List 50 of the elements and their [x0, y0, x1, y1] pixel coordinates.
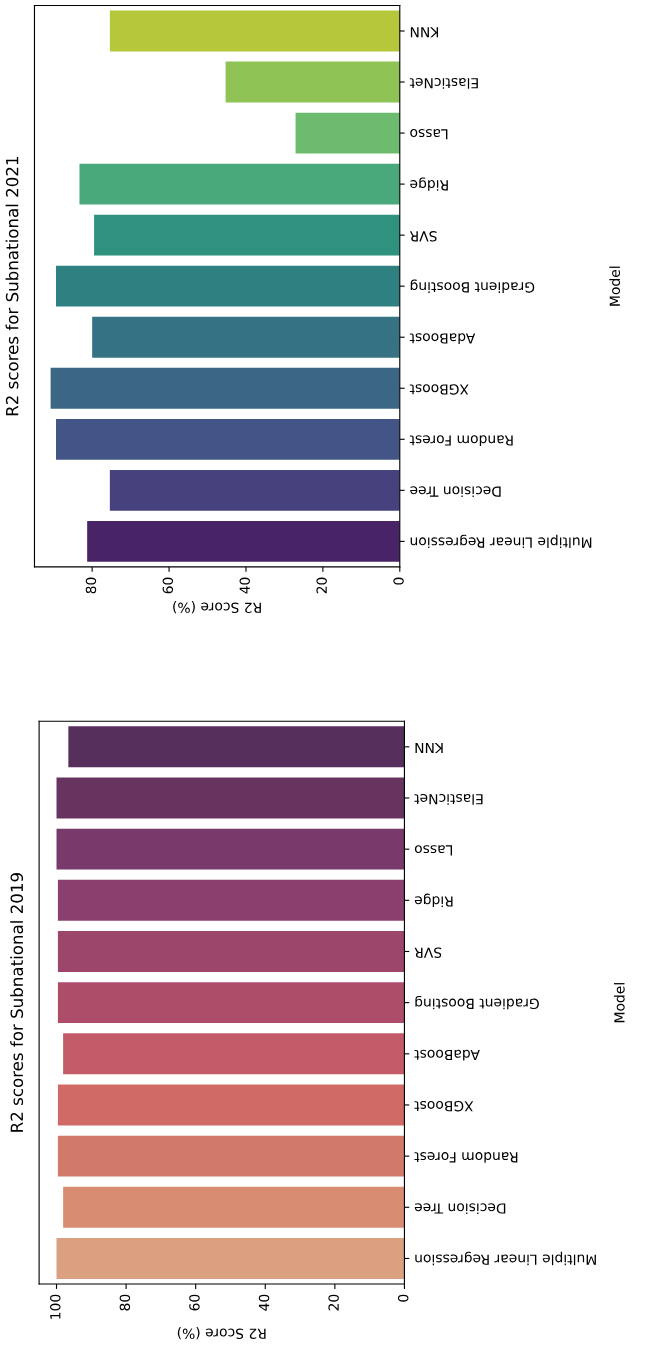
y-tick-label: Gradient Boosting	[415, 995, 539, 1010]
x-tick-label: 20	[316, 577, 327, 594]
y-tick-label: Lasso	[414, 845, 453, 856]
bar	[50, 367, 400, 409]
x-tick-label: 0	[393, 577, 404, 585]
x-tick-label: 100	[50, 1294, 61, 1319]
x-tick-label: 60	[189, 1294, 200, 1311]
x-tick-label: 40	[258, 1294, 270, 1311]
text: R2 scores for Subnational 2021	[5, 157, 19, 416]
y-tick-label: Random Forest	[414, 1152, 518, 1163]
bar	[225, 61, 400, 103]
y-tick-label: SVR	[409, 231, 437, 242]
y-tick-label: AdaBoost	[414, 1049, 480, 1061]
bar	[92, 316, 400, 358]
y-tick-label: XGBoost	[414, 1100, 474, 1112]
y-tick-label: Decision Tree	[414, 1203, 506, 1215]
y-tick-label: Random Forest	[409, 435, 513, 447]
y-tick-label: Multiple Linear Regression	[415, 1251, 596, 1266]
x-tick-label: 80	[85, 577, 97, 594]
y-tick-label: Gradient Boosting	[410, 279, 535, 293]
y-tick-label: AdaBoost	[409, 333, 476, 344]
bar	[56, 418, 400, 460]
y-tick-label: Multiple Linear Regression	[410, 534, 592, 549]
bar	[295, 112, 400, 154]
bar	[94, 214, 400, 256]
bar	[56, 265, 400, 307]
y-tick-label: ElasticNet	[409, 77, 478, 89]
x-tick-label: 60	[162, 577, 174, 594]
y-tick-label: Ridge	[410, 177, 448, 191]
text: R2 scores for Subnational 2019	[10, 873, 24, 1132]
x-axis-title: R2 Score (%)	[173, 600, 261, 614]
bar	[109, 10, 400, 52]
x-tick-label: 20	[328, 1294, 339, 1311]
y-axis-title: Model	[613, 983, 625, 1023]
y-tick-label: Lasso	[410, 129, 448, 140]
bar	[87, 520, 400, 562]
x-tick-label: 40	[239, 577, 250, 594]
bar	[109, 469, 400, 511]
y-tick-label: Decision Tree	[410, 486, 501, 498]
y-tick-label: SVR	[414, 947, 442, 958]
y-axis-title: Model	[609, 266, 621, 306]
y-tick-label: Ridge	[414, 893, 453, 908]
x-axis-title: R2 Score (%)	[177, 1326, 266, 1340]
y-tick-label: KNN	[415, 743, 443, 754]
x-tick-label: 0	[397, 1294, 409, 1302]
y-tick-label: KNN	[410, 27, 439, 38]
y-tick-label: XGBoost	[409, 384, 469, 395]
x-tick-label: 80	[119, 1294, 131, 1311]
bar	[79, 163, 400, 205]
y-tick-label: ElasticNet	[414, 793, 483, 805]
